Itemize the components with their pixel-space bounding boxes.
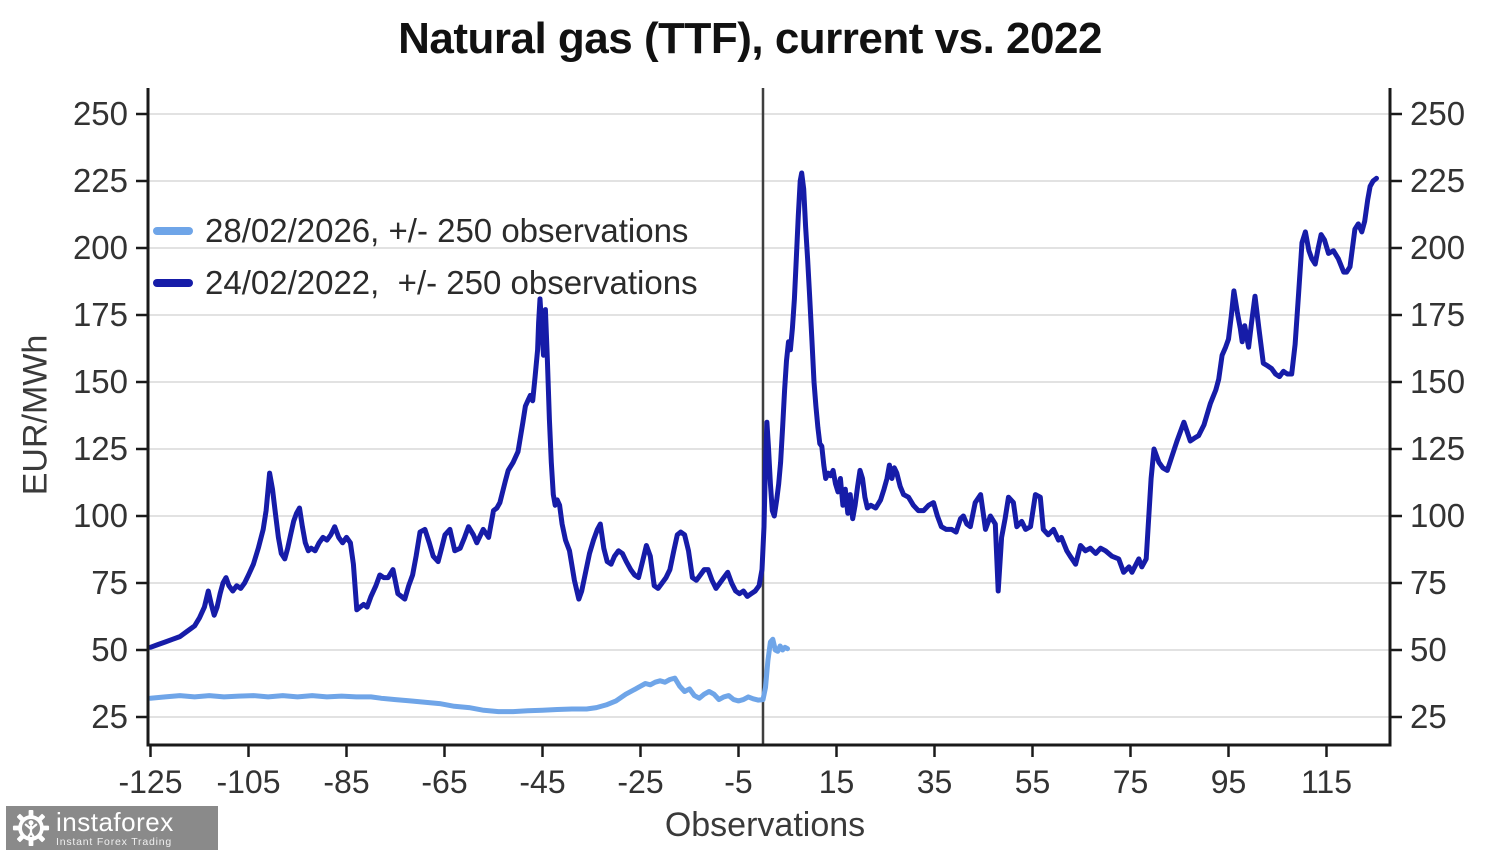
y-tick-label-right: 175 — [1410, 296, 1465, 333]
y-tick-label-left: 50 — [91, 631, 128, 668]
legend-label-2026: 28/02/2026, +/- 250 observations — [205, 212, 689, 249]
y-tick-label-right: 50 — [1410, 631, 1447, 668]
y-tick-label-right: 100 — [1410, 497, 1465, 534]
x-tick-label: -25 — [617, 764, 663, 800]
legend-item-2022: 24/02/2022, +/- 250 observations — [153, 257, 698, 309]
x-tick-label: -85 — [323, 764, 369, 800]
legend-item-2026: 28/02/2026, +/- 250 observations — [153, 205, 698, 257]
chart-title: Natural gas (TTF), current vs. 2022 — [398, 14, 1102, 63]
instaforex-watermark: instaforex Instant Forex Trading — [6, 806, 218, 850]
x-tick-label: 75 — [1113, 764, 1149, 800]
y-tick-label-left: 125 — [73, 430, 128, 467]
x-tick-label: -5 — [724, 764, 752, 800]
x-tick-label: -105 — [216, 764, 280, 800]
y-tick-label-right: 75 — [1410, 564, 1447, 601]
x-tick-label: -125 — [118, 764, 182, 800]
y-tick-label-right: 200 — [1410, 229, 1465, 266]
x-tick-label: 15 — [819, 764, 855, 800]
y-tick-label-left: 200 — [73, 229, 128, 266]
x-tick-label: 115 — [1301, 764, 1352, 800]
y-tick-label-right: 250 — [1410, 95, 1465, 132]
logo-tagline: Instant Forex Trading — [56, 835, 173, 848]
y-tick-label-left: 100 — [73, 497, 128, 534]
y-tick-label-left: 250 — [73, 95, 128, 132]
y-tick-label-left: 175 — [73, 296, 128, 333]
x-tick-label: -65 — [421, 764, 467, 800]
series-line-current — [148, 636, 790, 715]
legend-label-2022: 24/02/2022, +/- 250 observations — [205, 264, 698, 301]
legend-swatch-2022 — [153, 279, 193, 287]
legend-swatch-2026 — [153, 227, 193, 235]
y-tick-label-right: 125 — [1410, 430, 1465, 467]
y-axis-title: EUR/MWh — [16, 334, 55, 496]
y-tick-label-right: 225 — [1410, 162, 1465, 199]
y-tick-label-left: 225 — [73, 162, 128, 199]
x-tick-label: -45 — [519, 764, 565, 800]
x-tick-label: 95 — [1211, 764, 1247, 800]
y-tick-label-right: 150 — [1410, 363, 1465, 400]
gear-person-icon — [12, 809, 50, 847]
y-tick-label-left: 75 — [91, 564, 128, 601]
y-tick-label-left: 150 — [73, 363, 128, 400]
legend: 28/02/2026, +/- 250 observations 24/02/2… — [153, 205, 698, 309]
x-tick-label: 55 — [1015, 764, 1051, 800]
x-axis-title: Observations — [664, 806, 866, 844]
series-line-2022 — [148, 170, 1379, 650]
y-tick-label-left: 25 — [91, 698, 128, 735]
logo-brand: instaforex — [56, 806, 174, 837]
x-tick-label: 35 — [917, 764, 953, 800]
y-tick-label-right: 25 — [1410, 698, 1447, 735]
